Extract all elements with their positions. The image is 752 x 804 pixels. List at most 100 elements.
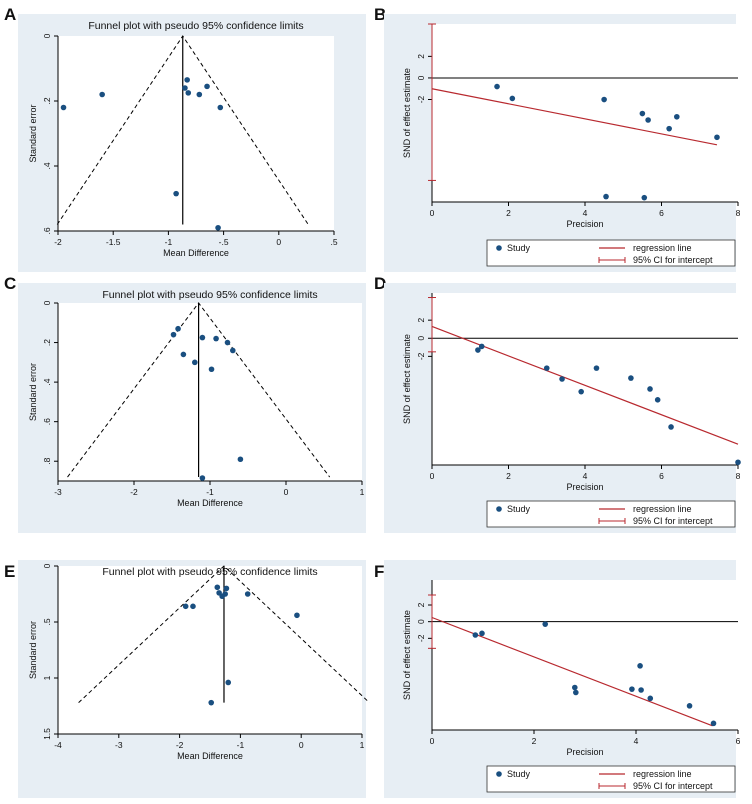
- x-tick-label: -1.5: [106, 237, 121, 247]
- study-point: [199, 475, 206, 481]
- study-point: [735, 459, 741, 466]
- x-tick-label: 0: [430, 471, 435, 481]
- study-point: [637, 663, 643, 669]
- study-point: [214, 584, 221, 591]
- study-point: [647, 386, 653, 392]
- x-tick-label: -3: [54, 487, 62, 497]
- y-axis-label: Standard error: [28, 363, 38, 421]
- legend-study-marker: [496, 771, 502, 777]
- plot-area: [58, 303, 362, 481]
- y-tick-label: 1.5: [42, 728, 52, 740]
- study-point: [185, 90, 192, 96]
- study-point: [223, 585, 230, 592]
- y-axis-label: Standard error: [28, 104, 38, 162]
- legend-box: [486, 765, 736, 793]
- study-point: [645, 117, 651, 123]
- y-tick-label: -2: [416, 95, 426, 103]
- plot-area: [432, 24, 738, 202]
- x-tick-label: 0: [284, 487, 289, 497]
- x-axis-label: Mean Difference: [177, 498, 243, 508]
- study-point: [572, 684, 578, 691]
- study-point: [294, 612, 300, 619]
- study-point: [710, 720, 717, 727]
- study-point: [196, 91, 203, 98]
- y-tick-label: .4: [42, 162, 52, 169]
- study-point: [641, 194, 648, 201]
- x-tick-label: 2: [506, 208, 511, 218]
- study-point: [237, 456, 244, 463]
- study-point: [559, 376, 565, 382]
- y-tick-label: 0: [416, 75, 426, 80]
- x-tick-label: -.5: [219, 237, 229, 247]
- study-point: [170, 331, 177, 338]
- legend-study-label: Study: [507, 769, 531, 779]
- plot-area: [58, 566, 362, 734]
- study-point: [208, 699, 215, 706]
- regression-line: [431, 88, 718, 146]
- panel-c: C Funnel plot with pseudo 95% confidence …: [4, 274, 366, 533]
- chart-title: Funnel plot with pseudo 95% confidence l…: [88, 20, 303, 32]
- study-point: [217, 104, 224, 111]
- x-tick-label: -2: [54, 237, 62, 247]
- plot-area: [432, 293, 738, 465]
- y-axis-label: SND of effect estimate: [402, 334, 412, 424]
- y-axis-label: SND of effect estimate: [402, 68, 412, 158]
- x-axis-label: Mean Difference: [177, 751, 243, 761]
- y-tick-label: .2: [42, 339, 52, 346]
- study-point: [182, 603, 189, 610]
- study-point: [182, 85, 188, 91]
- panel-a: A Funnel plot with pseudo 95% confidence …: [4, 5, 366, 272]
- study-point: [603, 193, 609, 200]
- x-tick-label: 6: [736, 736, 741, 746]
- study-point: [99, 91, 105, 98]
- y-axis-label: Standard error: [28, 621, 38, 679]
- y-tick-label: .8: [42, 457, 52, 464]
- panel-d: D 0 2 4 6 8 2 0 -2 Precision SND of effect estimat…: [374, 274, 741, 533]
- y-tick-label: .5: [42, 618, 52, 625]
- study-point: [184, 77, 190, 83]
- study-point: [204, 83, 210, 90]
- panel-label: F: [374, 562, 384, 581]
- study-point: [175, 325, 181, 332]
- study-point: [60, 104, 67, 111]
- study-point: [628, 375, 634, 381]
- study-point: [601, 96, 607, 103]
- legend-box: [486, 500, 736, 528]
- y-tick-label: 2: [416, 54, 426, 59]
- study-point: [638, 687, 644, 693]
- x-tick-label: 6: [659, 471, 664, 481]
- panel-label: D: [374, 274, 386, 293]
- x-tick-label: 0: [299, 740, 304, 750]
- x-tick-label: 8: [736, 471, 741, 481]
- x-tick-label: 4: [634, 736, 639, 746]
- study-point: [479, 630, 485, 637]
- panel-f: F 0 2 4 6 2 0 -2 Precision SND of effect estimate…: [374, 560, 741, 798]
- panel-label: E: [4, 562, 15, 581]
- x-tick-label: 8: [736, 208, 741, 218]
- plot-area: [432, 580, 738, 730]
- study-point: [224, 339, 231, 346]
- x-tick-label: 4: [583, 208, 588, 218]
- study-point: [222, 591, 228, 597]
- study-point: [244, 591, 251, 597]
- study-point: [509, 95, 516, 102]
- legend-study-label: Study: [507, 504, 531, 514]
- y-tick-label: 2: [416, 318, 426, 323]
- legend-study-marker: [496, 506, 502, 512]
- x-tick-label: 1: [360, 740, 365, 750]
- x-tick-label: -3: [115, 740, 123, 750]
- legend-ci-label: 95% CI for intercept: [633, 255, 713, 265]
- study-point: [668, 424, 674, 430]
- x-axis-label: Precision: [566, 747, 603, 757]
- y-axis-label: SND of effect estimate: [402, 610, 412, 700]
- x-tick-label: 0: [430, 736, 435, 746]
- x-tick-label: -2: [130, 487, 138, 497]
- y-tick-label: .4: [42, 378, 52, 385]
- study-point: [478, 343, 485, 350]
- x-tick-label: -4: [54, 740, 62, 750]
- y-tick-label: .2: [42, 97, 52, 104]
- x-tick-label: 0: [276, 237, 281, 247]
- study-point: [647, 695, 654, 702]
- y-tick-label: 0: [416, 619, 426, 624]
